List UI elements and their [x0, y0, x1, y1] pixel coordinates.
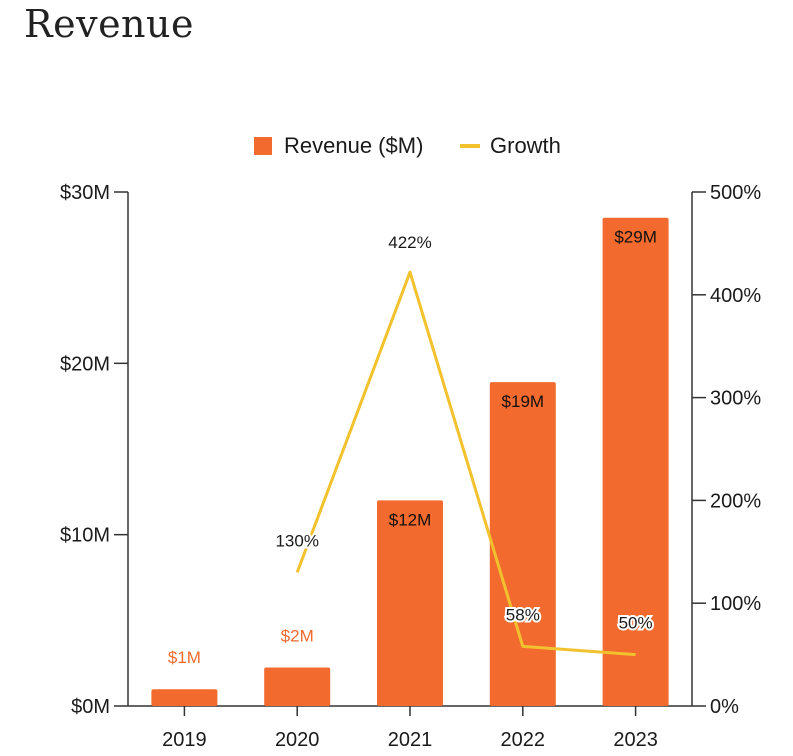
revenue-bar	[377, 500, 443, 706]
bars	[151, 217, 669, 706]
left-axis-tick-label: $0M	[71, 696, 110, 718]
right-axis-tick-label: 400%	[710, 285, 761, 307]
right-axis-tick-label: 200%	[710, 490, 761, 512]
growth-line-group	[295, 270, 636, 657]
right-axis-tick-label: 0%	[710, 696, 739, 718]
x-axis-tick-label: 2022	[501, 729, 546, 751]
revenue-bar-label: $29M	[614, 228, 657, 247]
growth-line	[295, 270, 636, 657]
page-title: Revenue	[24, 2, 194, 46]
x-axis-tick-label: 2019	[162, 729, 207, 751]
revenue-bar	[151, 689, 218, 706]
revenue-bar-label: $12M	[389, 510, 432, 529]
growth-label: 58%	[506, 605, 540, 624]
data-labels: $1M $2M $12M $19M $29M 130% 422% 58% 50%	[168, 228, 657, 668]
growth-label: 50%	[619, 614, 653, 633]
left-axis-tick-label: $10M	[60, 525, 110, 547]
legend-swatch-revenue	[254, 137, 272, 155]
right-axis-tick-label: 100%	[710, 593, 761, 615]
revenue-bar	[602, 217, 669, 706]
revenue-bar-label: $1M	[168, 648, 201, 667]
axes: $0M $10M $20M $30M 0% 100% 200% 300% 400% 500% 201…	[60, 182, 761, 751]
x-axis-tick-label: 2023	[613, 729, 658, 751]
legend-label-revenue: Revenue ($M)	[284, 133, 423, 158]
left-axis-tick-label: $30M	[60, 182, 110, 204]
left-axis-tick-label: $20M	[60, 353, 110, 375]
revenue-bar	[489, 382, 556, 706]
legend-label-growth: Growth	[490, 133, 561, 158]
growth-label: 422%	[388, 233, 431, 252]
x-axis-tick-label: 2021	[388, 729, 433, 751]
x-axis-tick-label: 2020	[275, 729, 320, 751]
legend: Revenue ($M) Growth	[254, 133, 561, 158]
right-axis-tick-label: 300%	[710, 388, 761, 410]
revenue-bar	[264, 667, 331, 706]
right-axis-tick-label: 500%	[710, 182, 761, 204]
revenue-bar-label: $19M	[502, 392, 545, 411]
growth-label: 130%	[275, 531, 318, 550]
revenue-bar-label: $2M	[281, 626, 314, 645]
